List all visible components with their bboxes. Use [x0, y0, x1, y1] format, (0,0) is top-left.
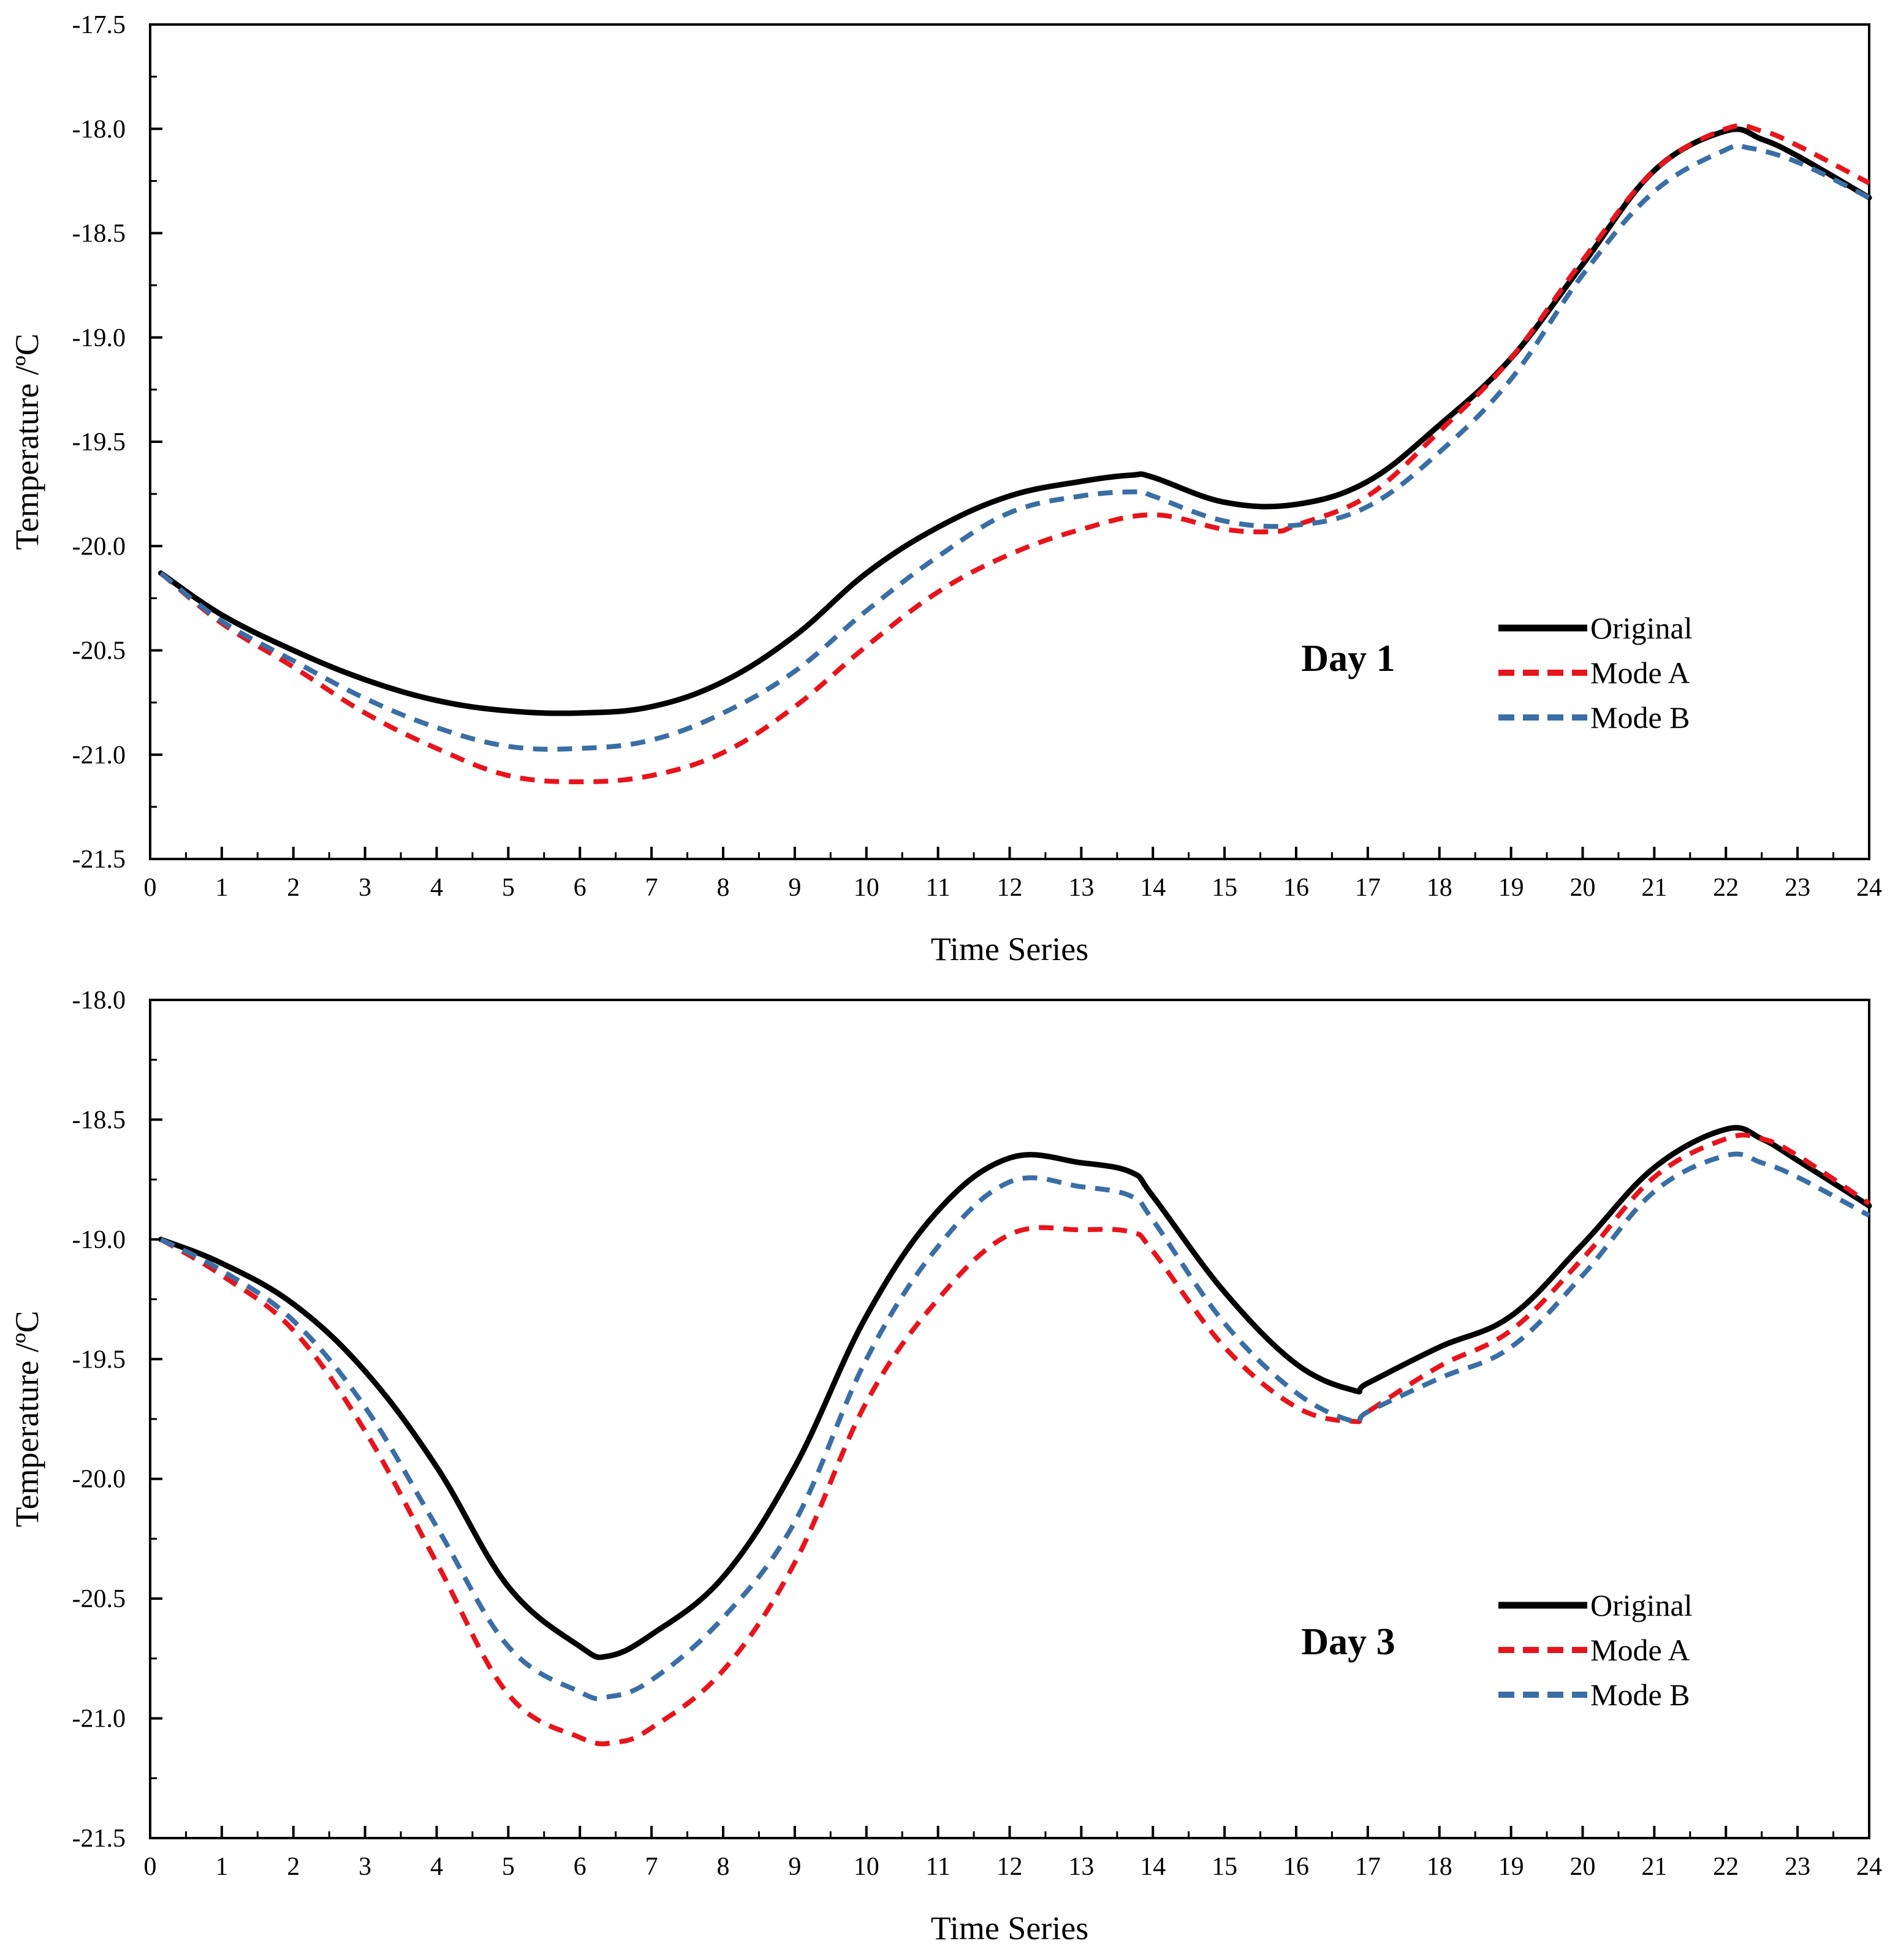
legend-label: Mode A — [1590, 1633, 1690, 1667]
x-tick-label: 5 — [502, 874, 515, 902]
legend-label: Original — [1590, 1588, 1693, 1622]
x-tick-label: 8 — [717, 874, 730, 902]
x-tick-label: 2 — [287, 1853, 300, 1881]
y-tick-label: -18.0 — [72, 986, 126, 1015]
x-tick-label: 18 — [1427, 1853, 1452, 1881]
x-tick-label: 4 — [430, 1853, 443, 1881]
x-tick-label: 14 — [1140, 1853, 1166, 1881]
x-tick-label: 23 — [1785, 1853, 1810, 1881]
x-tick-label: 9 — [788, 1853, 801, 1881]
y-tick-label: -21.0 — [72, 741, 126, 770]
x-tick-label: 14 — [1140, 874, 1166, 902]
x-tick-label: 24 — [1856, 874, 1882, 902]
x-tick-label: 10 — [854, 874, 879, 902]
series-line-mode-b — [159, 1151, 1870, 1701]
y-tick-label: -21.5 — [72, 1825, 126, 1853]
y-tick-label: -19.0 — [72, 324, 126, 352]
x-tick-label: 6 — [574, 1853, 586, 1881]
x-tick-label: 16 — [1283, 1853, 1309, 1881]
x-tick-label: 17 — [1355, 874, 1381, 902]
y-axis-title: Temperature /ºC — [9, 1311, 45, 1527]
panel-label: Day 1 — [1301, 638, 1395, 679]
legend-label: Original — [1590, 611, 1693, 645]
y-tick-label: -20.0 — [72, 532, 126, 561]
y-tick-label: -17.5 — [72, 11, 126, 39]
y-tick-label: -20.5 — [72, 637, 126, 665]
x-tick-label: 1 — [215, 1853, 228, 1881]
x-tick-label: 12 — [997, 1853, 1023, 1881]
x-tick-label: 24 — [1856, 1853, 1882, 1881]
y-tick-label: -21.0 — [72, 1705, 126, 1733]
x-tick-label: 23 — [1785, 874, 1810, 902]
x-tick-label: 17 — [1355, 1853, 1381, 1881]
x-axis-title: Time Series — [931, 1910, 1089, 1947]
x-tick-label: 19 — [1498, 1853, 1524, 1881]
x-tick-label: 22 — [1713, 1853, 1739, 1881]
x-tick-label: 9 — [788, 874, 801, 902]
x-tick-label: 0 — [144, 874, 157, 902]
x-tick-label: 3 — [359, 874, 371, 902]
x-tick-label: 16 — [1283, 874, 1309, 902]
y-tick-label: -20.0 — [72, 1466, 126, 1494]
x-tick-label: 15 — [1212, 1853, 1237, 1881]
x-tick-label: 20 — [1570, 874, 1596, 902]
chart-day-3: 0 1 2 3 4 5 6 7 8 9 10 11 12 13 14 15 16 17 18 19 20 21 22 23 24… — [9, 986, 1882, 1947]
x-tick-label: 4 — [430, 874, 443, 902]
x-tick-label: 12 — [997, 874, 1023, 902]
y-tick-label: -18.5 — [72, 220, 126, 248]
x-tick-label: 3 — [359, 1853, 371, 1881]
y-tick-label: -20.5 — [72, 1585, 126, 1613]
x-tick-label: 11 — [925, 874, 950, 902]
x-axis-title: Time Series — [931, 931, 1089, 967]
series-line-original — [158, 1125, 1872, 1660]
x-tick-label: 1 — [215, 874, 228, 902]
x-tick-label: 19 — [1498, 874, 1524, 902]
y-tick-label: -18.5 — [72, 1106, 126, 1134]
x-tick-label: 21 — [1641, 874, 1667, 902]
x-tick-label: 11 — [925, 1853, 950, 1881]
x-tick-label: 21 — [1641, 1853, 1667, 1881]
x-tick-label: 18 — [1427, 874, 1452, 902]
y-tick-label: -18.0 — [72, 115, 126, 143]
chart-day-1: 0 1 2 3 4 5 6 7 8 9 10 11 12 13 14 15 16 17 18 19 20 21 22 23 24… — [9, 11, 1882, 967]
x-tick-label: 20 — [1570, 1853, 1596, 1881]
x-tick-label: 7 — [645, 1853, 658, 1881]
y-tick-label: -21.5 — [72, 846, 126, 874]
x-tick-label: 5 — [502, 1853, 515, 1881]
x-tick-label: 6 — [574, 874, 586, 902]
x-tick-label: 22 — [1713, 874, 1739, 902]
legend-label: Mode B — [1590, 700, 1690, 735]
legend-label: Mode B — [1590, 1678, 1690, 1712]
series-line-mode-a — [159, 123, 1870, 784]
legend-label: Mode A — [1590, 656, 1690, 690]
x-tick-label: 13 — [1068, 874, 1094, 902]
y-tick-label: -19.5 — [72, 1345, 126, 1374]
series-line-mode-b — [159, 142, 1870, 752]
panel-label: Day 3 — [1301, 1621, 1395, 1663]
x-tick-label: 7 — [645, 874, 658, 902]
y-tick-label: -19.0 — [72, 1226, 126, 1254]
x-tick-label: 8 — [717, 1853, 730, 1881]
x-tick-label: 0 — [144, 1853, 157, 1881]
y-axis-title: Temperature /ºC — [9, 333, 45, 550]
y-tick-label: -19.5 — [72, 428, 126, 456]
x-tick-label: 2 — [287, 874, 300, 902]
x-tick-label: 13 — [1068, 1853, 1094, 1881]
x-tick-label: 10 — [854, 1853, 879, 1881]
x-tick-label: 15 — [1212, 874, 1237, 902]
series-line-mode-a — [159, 1132, 1871, 1747]
